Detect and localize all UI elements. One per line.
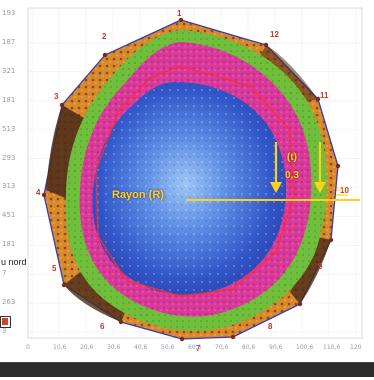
outline-point xyxy=(336,164,340,168)
outline-point xyxy=(103,53,107,57)
point-label: 6 xyxy=(100,322,104,331)
y-tick-label: 187 xyxy=(2,38,15,46)
outline-point xyxy=(62,283,66,287)
outline-point xyxy=(231,335,235,339)
outline-point xyxy=(179,18,183,22)
x-tick-label: 100,6 xyxy=(296,344,313,351)
north-label: u nord xyxy=(0,257,28,267)
x-tick-label: 20,6 xyxy=(80,344,93,351)
x-tick-label: 0 xyxy=(26,344,30,351)
y-tick-label: 313 xyxy=(2,182,15,190)
y-tick-label: 513 xyxy=(2,125,15,133)
y-tick-label: 193 xyxy=(2,9,15,17)
legend-swatch xyxy=(0,316,11,328)
y-tick-label: 293 xyxy=(2,154,15,162)
x-tick-label: 110,6 xyxy=(323,344,340,351)
x-tick-label: 30,6 xyxy=(107,344,120,351)
point-label: 5 xyxy=(52,264,56,273)
y-tick-label: 263 xyxy=(2,298,15,306)
outline-point xyxy=(180,337,184,341)
point-label: 12 xyxy=(270,30,279,39)
x-tick-label: 120 xyxy=(350,344,361,351)
x-tick-label: 80,6 xyxy=(242,344,255,351)
point-label: 8 xyxy=(268,322,272,331)
thickness-label: (t) xyxy=(287,152,297,163)
point-label: 11 xyxy=(320,91,328,100)
legend-swatch-fill xyxy=(2,318,8,325)
outline-point xyxy=(264,43,268,47)
x-tick-label: 90,6 xyxy=(269,344,282,351)
y-tick-label: 181 xyxy=(2,240,15,248)
radius-label: Rayon (R) xyxy=(112,189,164,201)
outline-point xyxy=(60,103,64,107)
x-tick-label: 50,6 xyxy=(161,344,174,351)
point-label: 4 xyxy=(36,188,40,197)
x-tick-label: 10,6 xyxy=(53,344,66,351)
x-tick-label: 60,6 xyxy=(188,344,201,351)
y-tick-label: 7 xyxy=(2,269,6,277)
bottom-bar xyxy=(0,362,374,377)
thickness-value-label: 0,3 xyxy=(285,170,299,181)
point-label: 1 xyxy=(177,9,181,18)
y-tick-label: 181 xyxy=(2,96,15,104)
outline-point xyxy=(119,320,123,324)
y-tick-label: 321 xyxy=(2,67,15,75)
y-tick-label: 451 xyxy=(2,211,15,219)
y-tick-label: 3 xyxy=(2,327,6,335)
x-tick-label: 40,6 xyxy=(134,344,147,351)
point-label: 9 xyxy=(318,262,322,271)
outline-point xyxy=(298,302,302,306)
small-mark-label: 10 xyxy=(336,186,344,193)
point-label: 2 xyxy=(102,32,106,41)
x-tick-label: 70,6 xyxy=(215,344,228,351)
outline-point xyxy=(329,238,333,242)
point-label: 3 xyxy=(54,92,58,101)
outline-point xyxy=(42,193,46,197)
